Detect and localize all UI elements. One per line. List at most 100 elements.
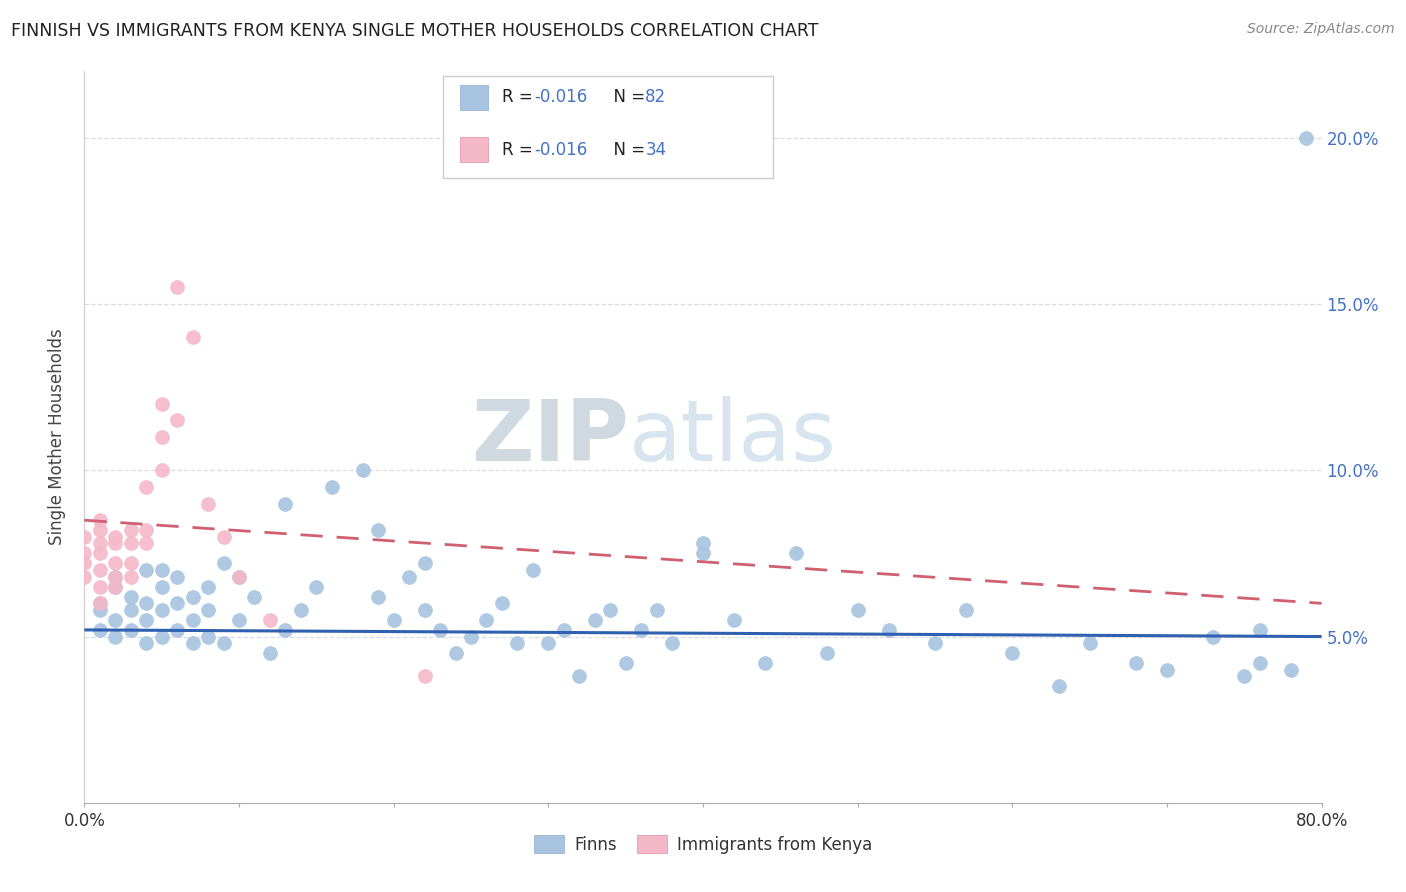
Text: FINNISH VS IMMIGRANTS FROM KENYA SINGLE MOTHER HOUSEHOLDS CORRELATION CHART: FINNISH VS IMMIGRANTS FROM KENYA SINGLE … bbox=[11, 22, 818, 40]
Point bbox=[723, 613, 745, 627]
Point bbox=[89, 603, 111, 617]
Text: N =: N = bbox=[603, 141, 651, 159]
Point bbox=[1295, 131, 1317, 145]
Point bbox=[89, 596, 111, 610]
Point bbox=[1078, 636, 1101, 650]
Point bbox=[181, 330, 204, 344]
Point bbox=[553, 623, 575, 637]
Point bbox=[367, 523, 389, 537]
Point bbox=[877, 623, 900, 637]
Point bbox=[955, 603, 977, 617]
Point bbox=[150, 580, 173, 594]
Point bbox=[429, 623, 451, 637]
Text: N =: N = bbox=[603, 88, 651, 106]
Point bbox=[104, 530, 127, 544]
Point bbox=[197, 497, 219, 511]
Point bbox=[73, 557, 96, 571]
Point bbox=[212, 636, 235, 650]
Point bbox=[135, 523, 157, 537]
Text: ZIP: ZIP bbox=[471, 395, 628, 479]
Text: R =: R = bbox=[502, 141, 538, 159]
Point bbox=[104, 570, 127, 584]
Point bbox=[150, 563, 173, 577]
Point bbox=[321, 480, 343, 494]
Point bbox=[645, 603, 668, 617]
Text: atlas: atlas bbox=[628, 395, 837, 479]
Point bbox=[661, 636, 683, 650]
Point bbox=[120, 590, 142, 604]
Point bbox=[135, 636, 157, 650]
Point bbox=[197, 580, 219, 594]
Point bbox=[228, 570, 250, 584]
Point bbox=[924, 636, 946, 650]
Point bbox=[104, 536, 127, 550]
Point bbox=[150, 463, 173, 477]
Point bbox=[135, 480, 157, 494]
Point bbox=[135, 596, 157, 610]
Point bbox=[212, 530, 235, 544]
Point bbox=[120, 623, 142, 637]
Point bbox=[104, 557, 127, 571]
Legend: Finns, Immigrants from Kenya: Finns, Immigrants from Kenya bbox=[527, 829, 879, 860]
Point bbox=[150, 630, 173, 644]
Point bbox=[89, 580, 111, 594]
Point bbox=[290, 603, 312, 617]
Point bbox=[243, 590, 266, 604]
Point bbox=[460, 630, 482, 644]
Point bbox=[89, 513, 111, 527]
Point bbox=[120, 570, 142, 584]
Point bbox=[89, 523, 111, 537]
Point bbox=[135, 536, 157, 550]
Point bbox=[150, 430, 173, 444]
Text: 82: 82 bbox=[645, 88, 666, 106]
Point bbox=[228, 570, 250, 584]
Point bbox=[212, 557, 235, 571]
Y-axis label: Single Mother Households: Single Mother Households bbox=[48, 329, 66, 545]
Point bbox=[382, 613, 405, 627]
Point bbox=[73, 530, 96, 544]
Point bbox=[135, 613, 157, 627]
Point bbox=[73, 546, 96, 560]
Point bbox=[181, 613, 204, 627]
Point bbox=[228, 613, 250, 627]
Point bbox=[352, 463, 374, 477]
Text: -0.016: -0.016 bbox=[534, 141, 588, 159]
Point bbox=[398, 570, 420, 584]
Point bbox=[150, 397, 173, 411]
Point bbox=[614, 656, 637, 670]
Point bbox=[89, 536, 111, 550]
Point bbox=[305, 580, 328, 594]
Point bbox=[181, 590, 204, 604]
Point bbox=[630, 623, 652, 637]
Point bbox=[104, 630, 127, 644]
Point bbox=[692, 546, 714, 560]
Point bbox=[815, 646, 838, 660]
Point bbox=[1233, 669, 1256, 683]
Point bbox=[413, 669, 436, 683]
Point bbox=[1125, 656, 1147, 670]
Point bbox=[104, 580, 127, 594]
Point bbox=[135, 563, 157, 577]
Point bbox=[104, 570, 127, 584]
Point bbox=[181, 636, 204, 650]
Point bbox=[120, 523, 142, 537]
Point bbox=[259, 613, 281, 627]
Point bbox=[444, 646, 467, 660]
Point bbox=[491, 596, 513, 610]
Point bbox=[166, 596, 188, 610]
Point bbox=[89, 563, 111, 577]
Point bbox=[120, 603, 142, 617]
Text: 34: 34 bbox=[645, 141, 666, 159]
Point bbox=[1249, 656, 1271, 670]
Point bbox=[150, 603, 173, 617]
Point bbox=[537, 636, 560, 650]
Point bbox=[754, 656, 776, 670]
Point bbox=[785, 546, 807, 560]
Text: Source: ZipAtlas.com: Source: ZipAtlas.com bbox=[1247, 22, 1395, 37]
Point bbox=[568, 669, 591, 683]
Point bbox=[367, 590, 389, 604]
Point bbox=[166, 280, 188, 294]
Point bbox=[89, 623, 111, 637]
Point bbox=[1001, 646, 1024, 660]
Point bbox=[166, 413, 188, 427]
